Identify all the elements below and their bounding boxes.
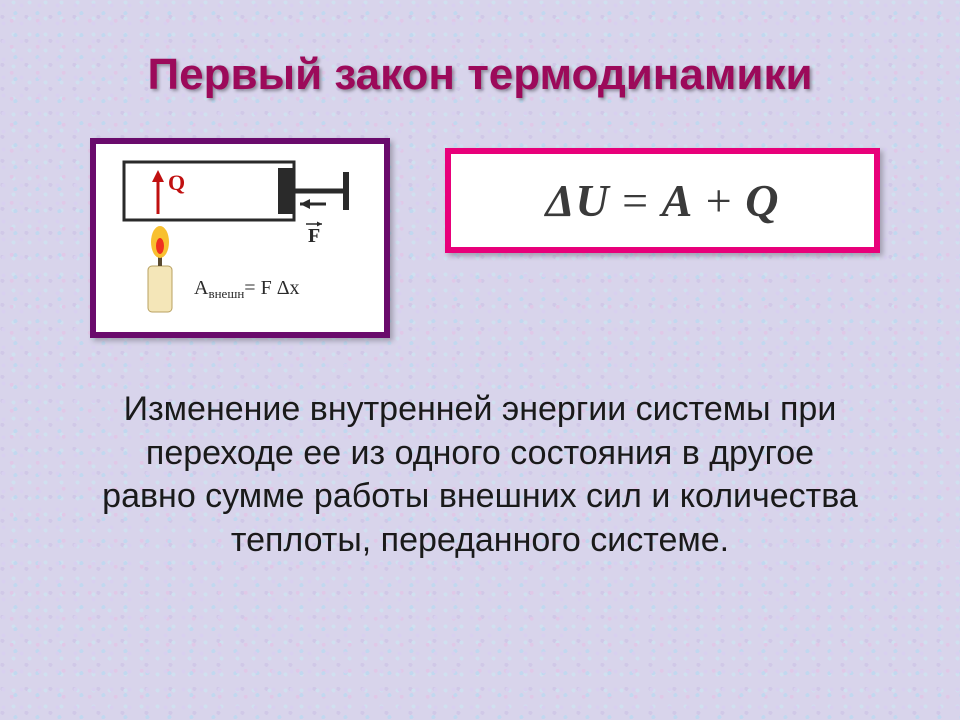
heat-label: Q <box>168 170 185 195</box>
work-label: Aвнешн= F Δx <box>194 277 300 301</box>
formula-lhs: U <box>575 175 609 226</box>
formula-rhs-q: Q <box>745 175 779 226</box>
plus-sign: + <box>693 175 745 226</box>
formula-box: ΔU = A + Q <box>445 148 880 253</box>
formula-rhs-a: A <box>662 175 694 226</box>
candle-body <box>148 266 172 312</box>
equals-sign: = <box>610 175 662 226</box>
force-arrow-head <box>300 199 310 209</box>
force-label: F <box>308 225 320 247</box>
heat-arrow-head <box>152 170 164 182</box>
formula-text: ΔU = A + Q <box>546 174 780 227</box>
figure-row: F Q Aвнешн= F Δx ΔU = A + Q <box>55 138 905 338</box>
delta-symbol: Δ <box>546 175 576 226</box>
slide-title: Первый закон термодинамики <box>55 50 905 100</box>
piston-diagram-svg: F Q Aвнешн= F Δx <box>96 144 384 332</box>
cylinder-outline <box>124 162 294 220</box>
law-description: Изменение внутренней энергии системы при… <box>55 388 905 562</box>
piston-diagram-box: F Q Aвнешн= F Δx <box>90 138 390 338</box>
candle-flame-inner <box>156 238 164 254</box>
piston-head <box>278 168 294 214</box>
slide-content: Первый закон термодинамики F <box>0 0 960 720</box>
